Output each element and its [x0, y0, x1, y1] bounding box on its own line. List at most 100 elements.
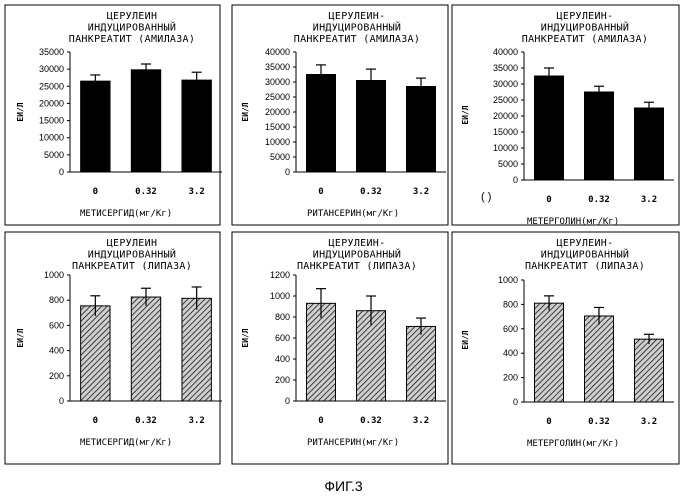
y-tick-label: 1000 — [270, 291, 290, 301]
x-category-label: 3.2 — [413, 187, 429, 197]
y-tick-label: 10000 — [265, 137, 290, 147]
panel-border — [4, 231, 221, 465]
x-axis-label: МЕТЕРГОЛИН(мг/Кг) — [527, 439, 619, 449]
chart-title-line: ПАНКРЕАТИТ (ЛИПАЗА) — [297, 261, 417, 272]
chart-title-line: ЦЕРУЛЕИН- — [557, 238, 614, 249]
y-tick-label: 5000 — [498, 159, 518, 169]
y-tick-label: 25000 — [265, 92, 290, 102]
x-category-label: 3.2 — [641, 195, 657, 205]
panel-border — [4, 4, 221, 226]
y-tick-label: 15000 — [39, 116, 64, 126]
y-tick-label: 0 — [285, 396, 290, 406]
y-tick-label: 400 — [49, 346, 64, 356]
y-tick-label: 1000 — [44, 270, 64, 280]
y-tick-label: 0 — [59, 167, 64, 177]
chart-title-line: ИНДУЦИРОВАННЫЙ — [88, 248, 177, 261]
x-category-label: 0.32 — [135, 416, 157, 426]
x-category-label: 0 — [318, 187, 323, 197]
y-tick-label: 35000 — [493, 63, 518, 73]
chart-title-line: ПАНКРЕАТИТ (АМИЛАЗА) — [69, 34, 195, 45]
x-category-label: 0 — [93, 187, 98, 197]
x-axis-label: РИТАНСЕРИН(мг/Кг) — [307, 438, 399, 448]
y-tick-label: 30000 — [39, 64, 64, 74]
y-axis-label: ЕИ/Л — [16, 328, 25, 347]
figure-caption: ФИГ.3 — [324, 478, 363, 494]
x-category-label: 0.32 — [588, 195, 610, 205]
chart-title-line: ИНДУЦИРОВАННЫЙ — [541, 248, 630, 261]
bar — [356, 80, 386, 173]
bar — [181, 79, 212, 173]
y-axis-label: ЕИ/Л — [241, 328, 250, 347]
y-tick-label: 20000 — [493, 111, 518, 121]
bar — [80, 305, 111, 402]
chart-title-line: ПАНКРЕАТИТ (АМИЛАЗА) — [522, 34, 648, 45]
y-tick-label: 200 — [275, 375, 290, 385]
panel-border — [451, 231, 680, 465]
y-tick-label: 10000 — [39, 133, 64, 143]
x-category-label: 0 — [318, 416, 323, 426]
x-category-label: 3.2 — [189, 187, 205, 197]
y-tick-label: 30000 — [265, 77, 290, 87]
bar — [130, 69, 162, 173]
chart-title-line: ПАНКРЕАТИТ (ЛИПАЗА) — [72, 261, 192, 272]
y-tick-label: 0 — [285, 167, 290, 177]
x-category-label: 0.32 — [360, 187, 382, 197]
y-tick-label: 35000 — [39, 47, 64, 57]
panel-border — [451, 4, 680, 226]
y-axis-label: ЕИ/Л — [461, 105, 470, 124]
y-tick-label: 1000 — [498, 275, 518, 285]
y-tick-label: 15000 — [493, 127, 518, 137]
y-tick-label: 400 — [275, 354, 290, 364]
bar — [584, 91, 614, 181]
x-category-label: 0.32 — [588, 417, 610, 427]
x-axis-label: МЕТИСЕРГИД(мг/Кг) — [80, 438, 172, 448]
y-tick-label: 200 — [503, 373, 518, 383]
y-tick-label: 25000 — [39, 81, 64, 91]
y-tick-label: 0 — [513, 397, 518, 407]
bar — [406, 86, 436, 173]
y-tick-label: 400 — [503, 348, 518, 358]
chart-title-line: ЦЕРУЛЕИН- — [329, 238, 386, 249]
bar — [306, 74, 336, 173]
y-axis-label: ЕИ/Л — [16, 102, 25, 121]
chart-title-line: ИНДУЦИРОВАННЫЙ — [88, 21, 177, 34]
x-axis-label: МЕТИСЕРГИД(мг/Кг) — [80, 209, 172, 219]
y-tick-label: 20000 — [265, 107, 290, 117]
chart-title-line: ИНДУЦИРОВАННЫЙ — [313, 248, 402, 261]
y-tick-label: 600 — [275, 333, 290, 343]
chart-title-line: ИНДУЦИРОВАННЫЙ — [541, 21, 630, 34]
x-category-label: 3.2 — [189, 416, 205, 426]
panel-border — [231, 231, 449, 465]
chart-title-line: ПАНКРЕАТИТ (ЛИПАЗА) — [525, 261, 645, 272]
bar — [584, 315, 614, 403]
bar — [534, 302, 564, 403]
bar — [80, 80, 111, 173]
chart-title-line: ИНДУЦИРОВАННЫЙ — [313, 21, 402, 34]
chart-title-line: ЦЕРУЛЕИН- — [557, 11, 614, 22]
y-tick-label: 800 — [275, 312, 290, 322]
y-tick-label: 40000 — [265, 47, 290, 57]
x-category-label: 0 — [546, 417, 551, 427]
y-tick-label: 30000 — [493, 79, 518, 89]
y-tick-label: 600 — [503, 324, 518, 334]
y-tick-label: 5000 — [44, 150, 64, 160]
x-category-label: 3.2 — [413, 416, 429, 426]
y-tick-label: 800 — [49, 295, 64, 305]
x-axis-label: РИТАНСЕРИН(мг/Кг) — [307, 209, 399, 219]
bar — [130, 296, 162, 402]
y-tick-label: 5000 — [270, 152, 290, 162]
y-axis-label: ЕИ/Л — [241, 102, 250, 121]
x-axis-label: МЕТЕРГОЛИН(мг/Кг) — [527, 217, 619, 227]
y-tick-label: 800 — [503, 299, 518, 309]
y-axis-label: ЕИ/Л — [461, 330, 470, 349]
bar — [634, 107, 664, 181]
y-tick-label: 1200 — [270, 270, 290, 280]
x-category-label: 0 — [93, 416, 98, 426]
bar — [634, 338, 664, 403]
y-tick-label: 0 — [513, 175, 518, 185]
y-tick-label: 35000 — [265, 62, 290, 72]
